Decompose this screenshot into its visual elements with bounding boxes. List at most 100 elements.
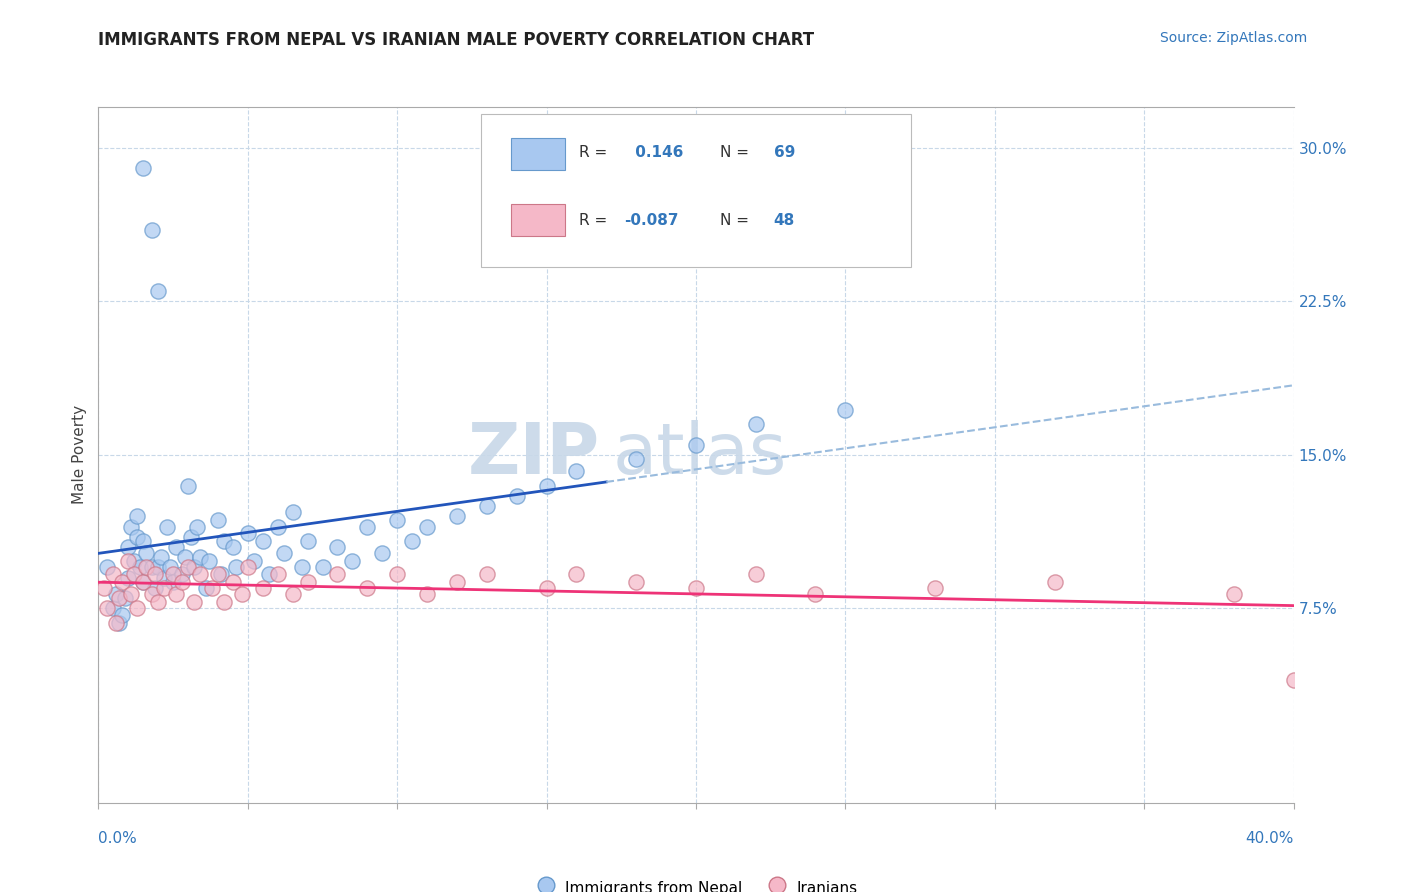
Point: [124, 554, 146, 568]
Point: [297, 533, 319, 548]
Point: [93, 581, 115, 595]
Point: [236, 560, 259, 574]
Point: [685, 581, 707, 595]
Point: [141, 587, 163, 601]
Point: [174, 550, 197, 565]
Point: [132, 161, 155, 176]
Y-axis label: Male Poverty: Male Poverty: [72, 405, 87, 505]
FancyBboxPatch shape: [510, 204, 565, 235]
Point: [148, 560, 170, 574]
Point: [143, 566, 166, 581]
Point: [120, 587, 142, 601]
Point: [96, 601, 118, 615]
Point: [117, 554, 139, 568]
Point: [207, 513, 229, 527]
Point: [212, 533, 235, 548]
Point: [290, 560, 312, 574]
Point: [536, 581, 558, 595]
Point: [153, 581, 176, 595]
Point: [475, 566, 498, 581]
Point: [141, 223, 163, 237]
Text: -0.087: -0.087: [624, 213, 679, 228]
Point: [624, 574, 647, 589]
Point: [188, 566, 211, 581]
Point: [446, 574, 468, 589]
Point: [506, 489, 529, 503]
Point: [183, 560, 205, 574]
FancyBboxPatch shape: [510, 138, 565, 169]
Point: [162, 566, 184, 581]
Point: [1043, 574, 1066, 589]
Point: [225, 560, 247, 574]
Point: [311, 560, 333, 574]
Point: [924, 581, 946, 595]
Point: [159, 560, 181, 574]
Point: [446, 509, 468, 524]
Point: [165, 587, 187, 601]
Point: [111, 574, 134, 589]
Point: [401, 533, 423, 548]
Point: [243, 554, 266, 568]
Point: [804, 587, 827, 601]
Point: [120, 519, 142, 533]
Point: [745, 417, 768, 432]
Point: [96, 560, 118, 574]
Point: [127, 601, 149, 615]
Point: [326, 540, 349, 554]
Text: 0.146: 0.146: [630, 145, 683, 160]
Point: [105, 587, 128, 601]
Point: [536, 478, 558, 492]
Point: [148, 284, 170, 298]
Point: [207, 566, 229, 581]
Point: [105, 615, 128, 630]
Text: R =: R =: [579, 145, 612, 160]
Point: [108, 615, 131, 630]
Point: [124, 566, 146, 581]
Point: [108, 591, 131, 606]
Text: 69: 69: [773, 145, 794, 160]
Point: [127, 530, 149, 544]
Point: [165, 540, 187, 554]
Point: [342, 554, 364, 568]
Legend: Immigrants from Nepal, Iranians: Immigrants from Nepal, Iranians: [529, 872, 863, 892]
Point: [150, 550, 173, 565]
Text: IMMIGRANTS FROM NEPAL VS IRANIAN MALE POVERTY CORRELATION CHART: IMMIGRANTS FROM NEPAL VS IRANIAN MALE PO…: [98, 31, 814, 49]
Point: [129, 560, 152, 574]
Point: [117, 540, 139, 554]
Text: N =: N =: [720, 213, 754, 228]
Text: R =: R =: [579, 213, 612, 228]
Point: [1282, 673, 1305, 687]
Point: [111, 607, 134, 622]
Point: [156, 519, 179, 533]
Point: [209, 566, 232, 581]
Point: [177, 560, 200, 574]
Point: [143, 581, 166, 595]
Point: [281, 587, 304, 601]
Point: [624, 452, 647, 467]
Point: [231, 587, 253, 601]
Point: [297, 574, 319, 589]
Point: [565, 464, 588, 478]
Point: [222, 574, 245, 589]
Point: [252, 533, 274, 548]
Point: [194, 581, 218, 595]
Point: [141, 560, 163, 574]
Point: [281, 505, 304, 519]
Point: [103, 566, 125, 581]
Point: [148, 595, 170, 609]
Point: [127, 509, 149, 524]
Point: [117, 571, 139, 585]
Point: [114, 591, 136, 606]
Point: [236, 525, 259, 540]
Point: [180, 530, 202, 544]
Text: Source: ZipAtlas.com: Source: ZipAtlas.com: [1160, 31, 1308, 45]
Point: [1223, 587, 1246, 601]
Point: [416, 519, 439, 533]
Text: ZIP: ZIP: [468, 420, 600, 490]
Point: [162, 574, 184, 589]
Point: [745, 566, 768, 581]
Text: N =: N =: [720, 145, 754, 160]
Point: [198, 554, 221, 568]
Text: 48: 48: [773, 213, 794, 228]
Point: [212, 595, 235, 609]
